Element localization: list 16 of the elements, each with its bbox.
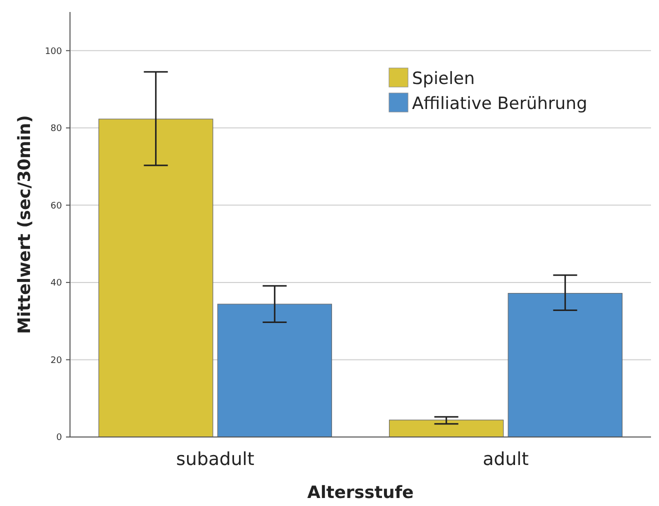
x-tick-label: subadult <box>176 449 254 470</box>
y-tick-label: 20 <box>50 356 62 366</box>
y-tick-label: 80 <box>50 124 62 134</box>
bar <box>98 118 214 438</box>
y-tick-label: 60 <box>50 201 62 212</box>
legend-label: Affiliative Berührung <box>412 94 588 114</box>
y-tick-label: 40 <box>50 278 62 289</box>
x-axis-title: Altersstufe <box>307 483 414 503</box>
y-tick-label: 0 <box>56 433 62 444</box>
bar <box>508 292 623 438</box>
bar <box>217 304 332 438</box>
bar <box>388 420 504 438</box>
legend-label: Spielen <box>412 68 475 89</box>
y-tick-label: 100 <box>44 46 62 57</box>
y-axis-title: Mittelwert (sec/30min) <box>15 115 35 334</box>
x-tick-label: adult <box>482 449 529 470</box>
